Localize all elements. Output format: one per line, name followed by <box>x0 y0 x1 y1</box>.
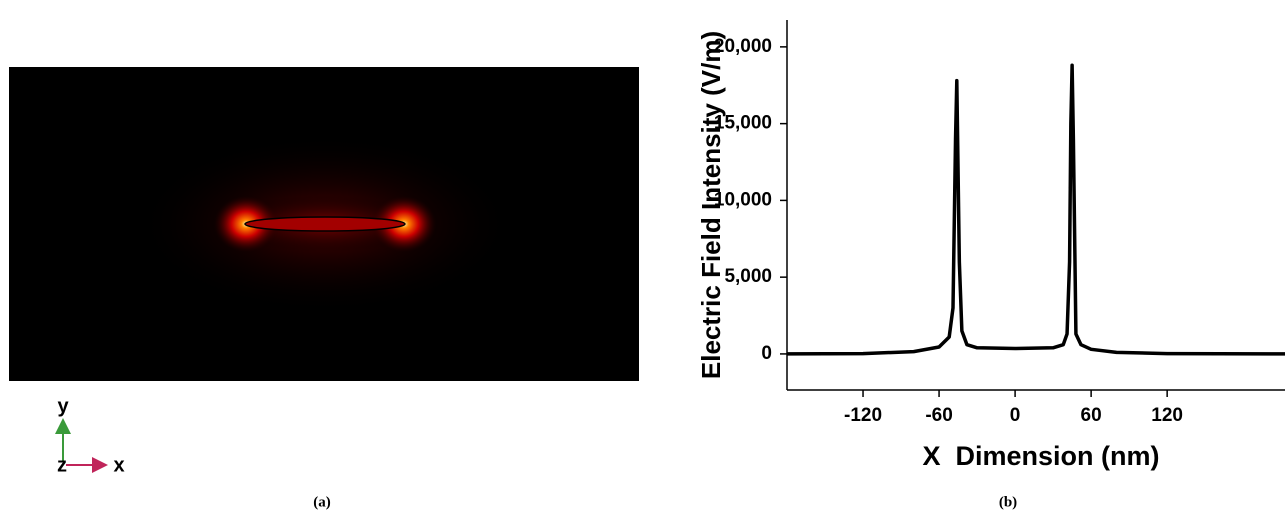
x-tick-label: -60 <box>925 405 952 426</box>
field-map <box>9 67 639 381</box>
panel-label: (b) <box>999 494 1017 510</box>
y-tick-label: 5,000 <box>724 266 772 287</box>
axis-triad: y z x <box>55 395 125 476</box>
axis-y-label: y <box>57 395 69 417</box>
x-axis-title: X Dimension (nm) <box>922 441 1159 471</box>
axis-z-label: z <box>57 454 67 476</box>
y-tick-label: 10,000 <box>714 189 772 210</box>
y-axis-title: Electric Field Intensity (V/m) <box>696 31 726 379</box>
x-tick-label: 120 <box>1151 405 1183 426</box>
y-tick-label: 20,000 <box>714 36 772 57</box>
panel-label: (a) <box>313 494 331 510</box>
plot: 0 5,000 10,000 15,000 20,000 -120 -60 0 60 120 <box>714 20 1285 426</box>
y-tick-label: 0 <box>761 343 772 364</box>
y-tick-label: 15,000 <box>714 113 772 134</box>
x-tick-label: 60 <box>1081 405 1102 426</box>
data-line <box>786 63 1285 356</box>
x-tick-label: 0 <box>1010 405 1021 426</box>
axis-x-label: x <box>113 454 124 476</box>
x-tick-label: -120 <box>844 405 882 426</box>
